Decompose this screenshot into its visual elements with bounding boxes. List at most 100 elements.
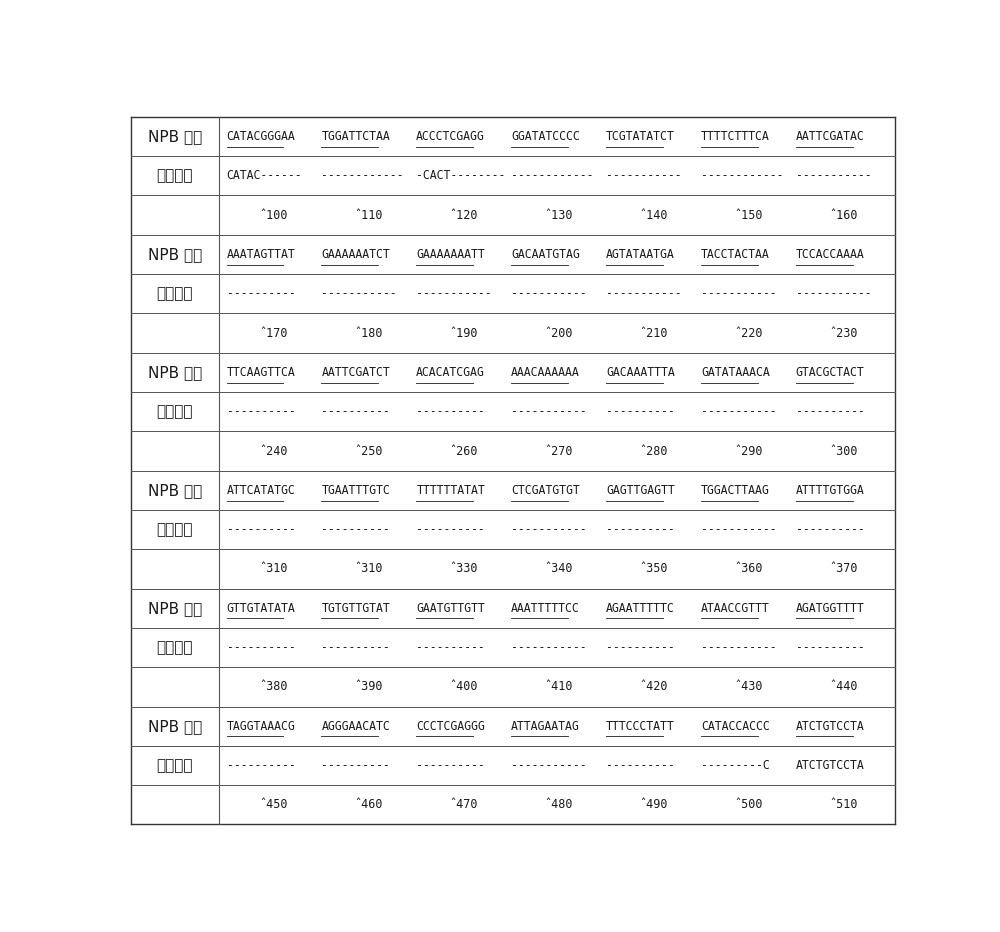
Text: ˆ460: ˆ460	[355, 799, 383, 811]
Text: TTTCCCTATT: TTTCCCTATT	[606, 720, 675, 733]
Text: ------------: ------------	[511, 170, 594, 183]
Text: AAATAGTTAT: AAATAGTTAT	[227, 248, 295, 261]
Text: CATACCACCC: CATACCACCC	[701, 720, 770, 733]
Text: TGGACTTAAG: TGGACTTAAG	[701, 484, 770, 497]
Text: GAATGTTGTT: GAATGTTGTT	[416, 602, 485, 615]
Text: ACACATCGAG: ACACATCGAG	[416, 366, 485, 379]
Text: ----------: ----------	[416, 523, 485, 536]
Text: GATATAAACA: GATATAAACA	[701, 366, 770, 379]
Text: -----------: -----------	[796, 170, 871, 183]
Text: TCGTATATCT: TCGTATATCT	[606, 130, 675, 143]
Text: ----------: ----------	[606, 405, 675, 418]
Text: NPB 序列: NPB 序列	[148, 483, 202, 498]
Text: ˆ190: ˆ190	[449, 326, 478, 339]
Text: ˆ350: ˆ350	[639, 562, 668, 575]
Text: AATTCGATAC: AATTCGATAC	[796, 130, 865, 143]
Text: NPB 序列: NPB 序列	[148, 601, 202, 616]
Text: ˆ200: ˆ200	[544, 326, 573, 339]
Text: 特青序列: 特青序列	[157, 404, 193, 419]
Text: -----------: -----------	[511, 523, 587, 536]
Text: ----------: ----------	[796, 523, 865, 536]
Text: -----------: -----------	[416, 287, 492, 300]
Text: TTTTCTTTCA: TTTTCTTTCA	[701, 130, 770, 143]
Text: ATCTGTCCTA: ATCTGTCCTA	[796, 759, 865, 772]
Text: ˆ210: ˆ210	[639, 326, 668, 339]
Text: ----------: ----------	[606, 759, 675, 772]
Text: NPB 序列: NPB 序列	[148, 719, 202, 733]
Text: ˆ280: ˆ280	[639, 445, 668, 458]
Text: ˆ310: ˆ310	[355, 562, 383, 575]
Text: ˆ510: ˆ510	[829, 799, 858, 811]
Text: 特青序列: 特青序列	[157, 169, 193, 184]
Text: ----------: ----------	[416, 759, 485, 772]
Text: ----------: ----------	[321, 405, 390, 418]
Text: ˆ130: ˆ130	[544, 209, 573, 222]
Text: GACAAATTTA: GACAAATTTA	[606, 366, 675, 379]
Text: TACCTACTAA: TACCTACTAA	[701, 248, 770, 261]
Text: AAATTTTTCC: AAATTTTTCC	[511, 602, 580, 615]
Text: TGTGTTGTAT: TGTGTTGTAT	[321, 602, 390, 615]
Text: ˆ470: ˆ470	[449, 799, 478, 811]
Text: TTCAAGTTCA: TTCAAGTTCA	[227, 366, 295, 379]
Text: ----------: ----------	[321, 641, 390, 654]
Text: ˆ120: ˆ120	[449, 209, 478, 222]
Text: ˆ420: ˆ420	[639, 680, 668, 693]
Text: -----------: -----------	[701, 523, 777, 536]
Text: ˆ220: ˆ220	[734, 326, 763, 339]
Text: ----------: ----------	[227, 523, 295, 536]
Text: ˆ270: ˆ270	[544, 445, 573, 458]
Text: ATTTTGTGGA: ATTTTGTGGA	[796, 484, 865, 497]
Text: ˆ310: ˆ310	[260, 562, 288, 575]
Text: TGGATTCTAA: TGGATTCTAA	[321, 130, 390, 143]
Text: ˆ100: ˆ100	[260, 209, 288, 222]
Text: ˆ440: ˆ440	[829, 680, 858, 693]
Text: ˆ390: ˆ390	[355, 680, 383, 693]
Text: ˆ360: ˆ360	[734, 562, 763, 575]
Text: ˆ500: ˆ500	[734, 799, 763, 811]
Text: AGTATAATGA: AGTATAATGA	[606, 248, 675, 261]
Text: ˆ340: ˆ340	[544, 562, 573, 575]
Text: AGAATTTTTC: AGAATTTTTC	[606, 602, 675, 615]
Text: ˆ380: ˆ380	[260, 680, 288, 693]
Text: ----------: ----------	[606, 641, 675, 654]
Text: -----------: -----------	[701, 641, 777, 654]
Text: ---------C: ---------C	[701, 759, 770, 772]
Text: -----------: -----------	[511, 405, 587, 418]
Text: ----------: ----------	[796, 641, 865, 654]
Text: ATTAGAATAG: ATTAGAATAG	[511, 720, 580, 733]
Text: 特青序列: 特青序列	[157, 286, 193, 301]
Text: ATTCATATGC: ATTCATATGC	[227, 484, 295, 497]
Text: ----------: ----------	[321, 523, 390, 536]
Text: ----------: ----------	[416, 641, 485, 654]
Text: TCCACCAAAA: TCCACCAAAA	[796, 248, 865, 261]
Text: -----------: -----------	[511, 287, 587, 300]
Text: ----------: ----------	[227, 759, 295, 772]
Text: ˆ140: ˆ140	[639, 209, 668, 222]
Text: GACAATGTAG: GACAATGTAG	[511, 248, 580, 261]
Text: ACCCTCGAGG: ACCCTCGAGG	[416, 130, 485, 143]
Text: -CACT--------: -CACT--------	[416, 170, 506, 183]
Text: CCCTCGAGGG: CCCTCGAGGG	[416, 720, 485, 733]
Text: -----------: -----------	[701, 287, 777, 300]
Text: ˆ330: ˆ330	[449, 562, 478, 575]
Text: ----------: ----------	[796, 405, 865, 418]
Text: -----------: -----------	[606, 170, 682, 183]
Text: ˆ250: ˆ250	[355, 445, 383, 458]
Text: ˆ170: ˆ170	[260, 326, 288, 339]
Text: ------------: ------------	[321, 170, 404, 183]
Text: GAAAAAATCT: GAAAAAATCT	[321, 248, 390, 261]
Text: GAGTTGAGTT: GAGTTGAGTT	[606, 484, 675, 497]
Text: NPB 序列: NPB 序列	[148, 365, 202, 380]
Text: ˆ400: ˆ400	[449, 680, 478, 693]
Text: ˆ300: ˆ300	[829, 445, 858, 458]
Text: 特青序列: 特青序列	[157, 640, 193, 655]
Text: ----------: ----------	[416, 405, 485, 418]
Text: ˆ370: ˆ370	[829, 562, 858, 575]
Text: -----------: -----------	[796, 287, 871, 300]
Text: ˆ450: ˆ450	[260, 799, 288, 811]
Text: CTCGATGTGT: CTCGATGTGT	[511, 484, 580, 497]
Text: -----------: -----------	[511, 759, 587, 772]
Text: TTTTTTATAT: TTTTTTATAT	[416, 484, 485, 497]
Text: TGAATTTGTC: TGAATTTGTC	[321, 484, 390, 497]
Text: ˆ180: ˆ180	[355, 326, 383, 339]
